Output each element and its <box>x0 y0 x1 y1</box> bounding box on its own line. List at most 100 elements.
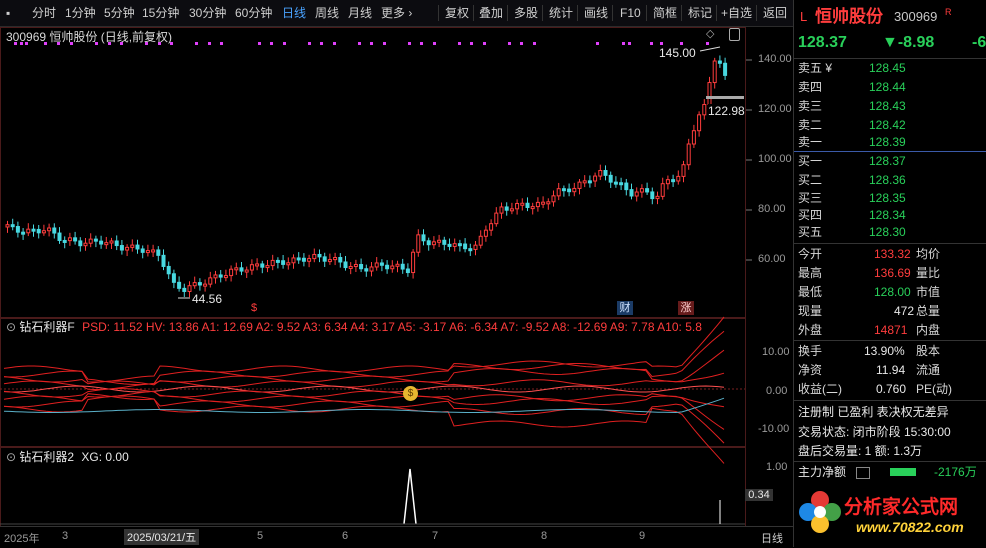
time-cursor-label: 2025/03/21/五 <box>124 529 200 545</box>
ask-row[interactable]: 卖五 ¥128.45 <box>798 61 906 75</box>
signal-dot <box>483 42 486 45</box>
signal-dot <box>622 42 625 45</box>
candle-body <box>31 228 36 232</box>
signal-dot <box>508 42 511 45</box>
dollar-marker-icon[interactable]: $ <box>251 302 258 314</box>
signal-dot <box>283 42 286 45</box>
time-label: 7 <box>432 530 439 542</box>
tab-weekly[interactable]: 周线 <box>315 6 340 20</box>
ask-row[interactable]: 卖三 128.43 <box>798 99 906 113</box>
restore-window-icon[interactable] <box>729 28 740 41</box>
bid-row[interactable]: 买三 128.35 <box>798 191 906 205</box>
candle-body <box>5 224 10 228</box>
candle-body <box>307 258 312 262</box>
candle-body <box>223 275 228 279</box>
bid-row[interactable]: 买五 128.30 <box>798 225 906 239</box>
btn-draw[interactable]: 画线 <box>584 6 609 20</box>
btn-simple-frame[interactable]: 简框 <box>653 6 678 20</box>
period-label[interactable]: 日线 <box>761 533 783 545</box>
price-limit-marker[interactable]: 涨 <box>678 301 694 315</box>
stat-row: 外盘 14871 内盘 <box>798 323 941 337</box>
price-tick: 60.00 <box>758 253 786 265</box>
candle-body <box>561 188 566 192</box>
indicator2-name[interactable]: 钻石利器2 <box>19 450 75 464</box>
tab-60min[interactable]: 60分钟 <box>235 6 273 20</box>
time-label: 2025年 <box>4 533 40 545</box>
signal-dot <box>358 42 361 45</box>
candle-body <box>478 235 483 246</box>
tab-more[interactable]: 更多 › <box>381 6 413 20</box>
signal-dot <box>660 42 663 45</box>
tab-1min[interactable]: 1分钟 <box>65 6 96 20</box>
candle-body <box>301 257 306 262</box>
list-icon[interactable] <box>856 467 870 479</box>
candle-body <box>161 254 166 267</box>
ind2-cursor-value: 0.34 <box>745 489 773 501</box>
bid-row[interactable]: 买四 128.34 <box>798 208 906 222</box>
finance-report-marker[interactable]: 财 <box>617 301 633 315</box>
watermark-url: www.70822.com <box>856 519 964 535</box>
tab-daily[interactable]: 日线 <box>282 6 307 20</box>
low-price-label: 44.56 <box>192 292 223 306</box>
candle-body <box>47 227 52 232</box>
candle-body <box>296 257 301 261</box>
stat-row: 今开 133.32 均价 <box>798 247 941 261</box>
stock-name[interactable]: 恒帅股份 <box>815 7 883 26</box>
candle-body <box>405 268 410 274</box>
signal-dot <box>533 42 536 45</box>
last-price-tag: 122.98 <box>708 104 745 118</box>
candle-body <box>416 234 421 253</box>
tab-5min[interactable]: 5分钟 <box>104 6 135 20</box>
collapse-icon[interactable]: ⊙ <box>6 320 20 334</box>
signal-dot <box>270 42 273 45</box>
signal-dot <box>333 42 336 45</box>
bid-row[interactable]: 买一 128.37 <box>798 154 906 168</box>
signal-dot <box>95 42 98 45</box>
ask-row[interactable]: 卖二 128.42 <box>798 118 906 132</box>
tab-15min[interactable]: 15分钟 <box>142 6 180 20</box>
bid-row[interactable]: 买二 128.36 <box>798 173 906 187</box>
main-flow-row[interactable]: 主力净额 -2176万 <box>798 465 977 479</box>
candle-body <box>317 253 322 258</box>
tab-30min[interactable]: 30分钟 <box>189 6 227 20</box>
ask-row[interactable]: 卖一 128.39 <box>798 135 906 149</box>
ind1-tick: 0.00 <box>766 385 788 397</box>
signal-dot <box>408 42 411 45</box>
band-line <box>3 385 725 393</box>
kline-chart[interactable] <box>0 27 793 547</box>
candle-body <box>348 265 353 269</box>
tab-fenshi[interactable]: 分时 <box>32 6 57 20</box>
signal-dot <box>44 42 47 45</box>
tab-monthly[interactable]: 月线 <box>348 6 373 20</box>
ask-row[interactable]: 卖四 128.44 <box>798 80 906 94</box>
indicator1-name[interactable]: 钻石利器F <box>19 320 75 334</box>
btn-back[interactable]: 返回 <box>763 6 788 20</box>
candle-body <box>712 60 717 84</box>
btn-overlay[interactable]: 叠加 <box>479 6 504 20</box>
btn-fuquan[interactable]: 复权 <box>445 6 470 20</box>
collapse-icon[interactable]: ⊙ <box>6 450 20 464</box>
candle-body <box>650 191 655 200</box>
candle-body <box>275 259 280 263</box>
signal-dot <box>470 42 473 45</box>
candle-body <box>249 264 254 271</box>
signal-dot <box>120 42 123 45</box>
diamond-icon[interactable]: ◇ <box>706 28 715 40</box>
btn-f10[interactable]: F10 <box>620 6 641 20</box>
signal-dot <box>383 42 386 45</box>
candle-body <box>483 229 488 237</box>
candle-body <box>665 179 670 185</box>
candle-body <box>390 265 395 270</box>
btn-mark[interactable]: 标记 <box>688 6 713 20</box>
menu-dot-icon[interactable]: ▪ <box>6 6 11 20</box>
candle-body <box>52 227 57 234</box>
btn-add-watchlist[interactable]: +自选 <box>721 6 753 20</box>
btn-stats[interactable]: 统计 <box>549 6 574 20</box>
candle-body <box>509 208 514 212</box>
indicator2-header: ⊙ 钻石利器2 XG: 0.00 <box>6 448 129 465</box>
btn-multi-stock[interactable]: 多股 <box>514 6 539 20</box>
time-axis: 2025年 3 2025/03/21/五 5 6 7 8 9 日线 <box>0 526 793 548</box>
candle-body <box>676 175 681 182</box>
candle-body <box>702 103 707 116</box>
indicator1-values: PSD: 11.52 HV: 13.86 A1: 12.69 A2: 9.52 … <box>82 320 702 334</box>
